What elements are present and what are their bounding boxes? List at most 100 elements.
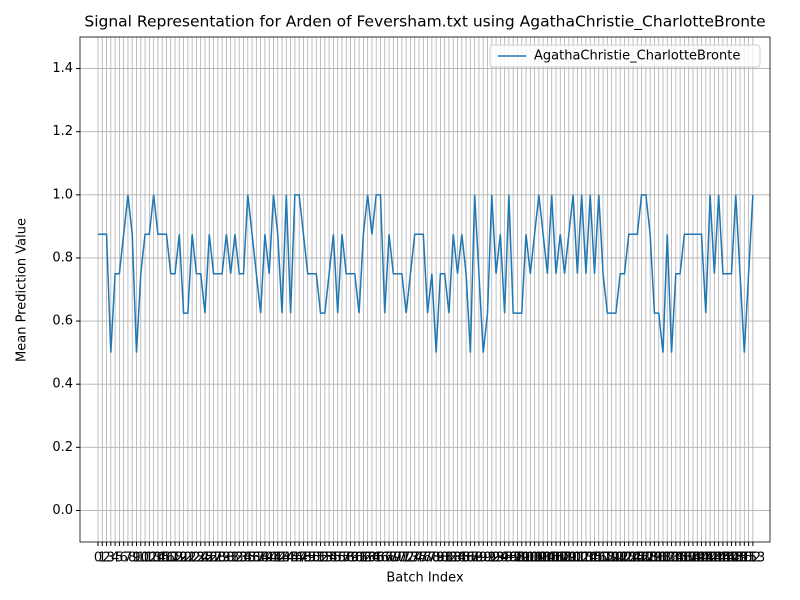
- x-tick-label: 28: [210, 551, 227, 566]
- x-tick-label: 108: [548, 551, 573, 566]
- x-tick-label: 5: [115, 551, 123, 566]
- line-series: [97, 194, 754, 353]
- x-tick-label: 99: [513, 551, 530, 566]
- x-tick-label: 36: [244, 551, 261, 566]
- x-tick-label: 110: [556, 551, 581, 566]
- x-tick-label: 107: [544, 551, 569, 566]
- x-tick-label: 98: [509, 551, 526, 566]
- x-tick-label: 118: [591, 551, 616, 566]
- x-tick-label: 82: [441, 551, 458, 566]
- x-tick-label: 17: [162, 551, 179, 566]
- x-tick-label: 100: [514, 551, 539, 566]
- x-tick-label: 41: [265, 551, 282, 566]
- x-tick-label: 42: [269, 551, 286, 566]
- x-tick-label: 137: [672, 551, 697, 566]
- x-tick-label: 79: [428, 551, 445, 566]
- x-tick-label: 50: [304, 551, 321, 566]
- x-tick-label: 75: [411, 551, 428, 566]
- x-tick-label: 83: [445, 551, 462, 566]
- x-tick-label: 35: [240, 551, 257, 566]
- x-tick-label: 54: [321, 551, 338, 566]
- x-tick-label: 131: [646, 551, 671, 566]
- x-tick-label: 12: [141, 551, 158, 566]
- y-tick-label: 0.4: [52, 377, 73, 392]
- x-tick-label: 126: [625, 551, 650, 566]
- x-tick-label: 81: [436, 551, 453, 566]
- x-tick-label: 93: [488, 551, 505, 566]
- x-tick-label: 0: [94, 551, 102, 566]
- x-tick-label: 111: [561, 551, 586, 566]
- x-tick-label: 24: [192, 551, 209, 566]
- x-tick-label: 22: [184, 551, 201, 566]
- x-tick-label: 109: [552, 551, 577, 566]
- x-tick-label: 25: [197, 551, 214, 566]
- x-tick-label: 113: [569, 551, 594, 566]
- x-tick-label: 3: [107, 551, 115, 566]
- x-tick-label: 20: [175, 551, 192, 566]
- x-tick-label: 76: [415, 551, 432, 566]
- x-tick-label: 119: [595, 551, 620, 566]
- x-tick-label: 48: [295, 551, 312, 566]
- x-tick-label: 52: [312, 551, 329, 566]
- x-tick-label: 73: [402, 551, 419, 566]
- y-tick-label: 0.0: [52, 503, 73, 518]
- x-tick-label: 62: [355, 551, 372, 566]
- x-tick-label: 45: [282, 551, 299, 566]
- x-tick-label: 33: [231, 551, 248, 566]
- x-tick-label: 142: [693, 551, 718, 566]
- x-tick-label: 49: [299, 551, 316, 566]
- x-tick-label: 88: [466, 551, 483, 566]
- x-tick-label: 89: [471, 551, 488, 566]
- x-tick-label: 77: [419, 551, 436, 566]
- x-tick-label: 80: [432, 551, 449, 566]
- x-tick-label: 66: [372, 551, 389, 566]
- x-tick-label: 63: [359, 551, 376, 566]
- x-tick-label: 147: [715, 551, 740, 566]
- x-tick-label: 105: [535, 551, 560, 566]
- x-tick-label: 18: [167, 551, 184, 566]
- x-tick-label: 2: [102, 551, 110, 566]
- x-tick-label: 97: [505, 551, 522, 566]
- x-tick-label: 70: [389, 551, 406, 566]
- x-tick-label: 11: [137, 551, 154, 566]
- x-axis-label: Batch Index: [386, 571, 464, 586]
- x-tick-label: 40: [261, 551, 278, 566]
- x-tick-label: 150: [728, 551, 753, 566]
- x-tick-label: 114: [574, 551, 599, 566]
- x-tick-label: 27: [205, 551, 222, 566]
- x-tick-label: 74: [406, 551, 423, 566]
- x-tick-label: 92: [484, 551, 501, 566]
- x-tick-label: 6: [120, 551, 128, 566]
- x-tick-label: 7: [124, 551, 132, 566]
- x-tick-label: 128: [633, 551, 658, 566]
- x-tick-label: 64: [364, 551, 381, 566]
- x-tick-label: 103: [526, 551, 551, 566]
- x-tick-label: 31: [222, 551, 239, 566]
- x-tick-label: 117: [586, 551, 611, 566]
- x-tick-label: 60: [347, 551, 364, 566]
- x-tick-label: 90: [475, 551, 492, 566]
- x-tick-label: 133: [655, 551, 680, 566]
- x-tick-label: 112: [565, 551, 590, 566]
- x-tick-label: 58: [338, 551, 355, 566]
- x-tick-label: 69: [385, 551, 402, 566]
- legend-label: AgathaChristie_CharlotteBronte: [534, 49, 740, 64]
- x-tick-label: 130: [642, 551, 667, 566]
- x-tick-label: 140: [685, 551, 710, 566]
- x-tick-label: 149: [723, 551, 748, 566]
- x-tick-label: 125: [621, 551, 646, 566]
- x-tick-label: 59: [342, 551, 359, 566]
- x-tick-label: 127: [629, 551, 654, 566]
- x-tick-label: 85: [454, 551, 471, 566]
- x-tick-label: 104: [531, 551, 556, 566]
- x-tick-label: 145: [706, 551, 731, 566]
- x-tick-label: 134: [659, 551, 684, 566]
- x-tick-label: 95: [496, 551, 513, 566]
- x-tick-label: 39: [257, 551, 274, 566]
- x-tick-label: 91: [479, 551, 496, 566]
- x-tick-label: 10: [133, 551, 150, 566]
- y-tick-label: 0.2: [52, 440, 73, 455]
- x-tick-label: 23: [188, 551, 205, 566]
